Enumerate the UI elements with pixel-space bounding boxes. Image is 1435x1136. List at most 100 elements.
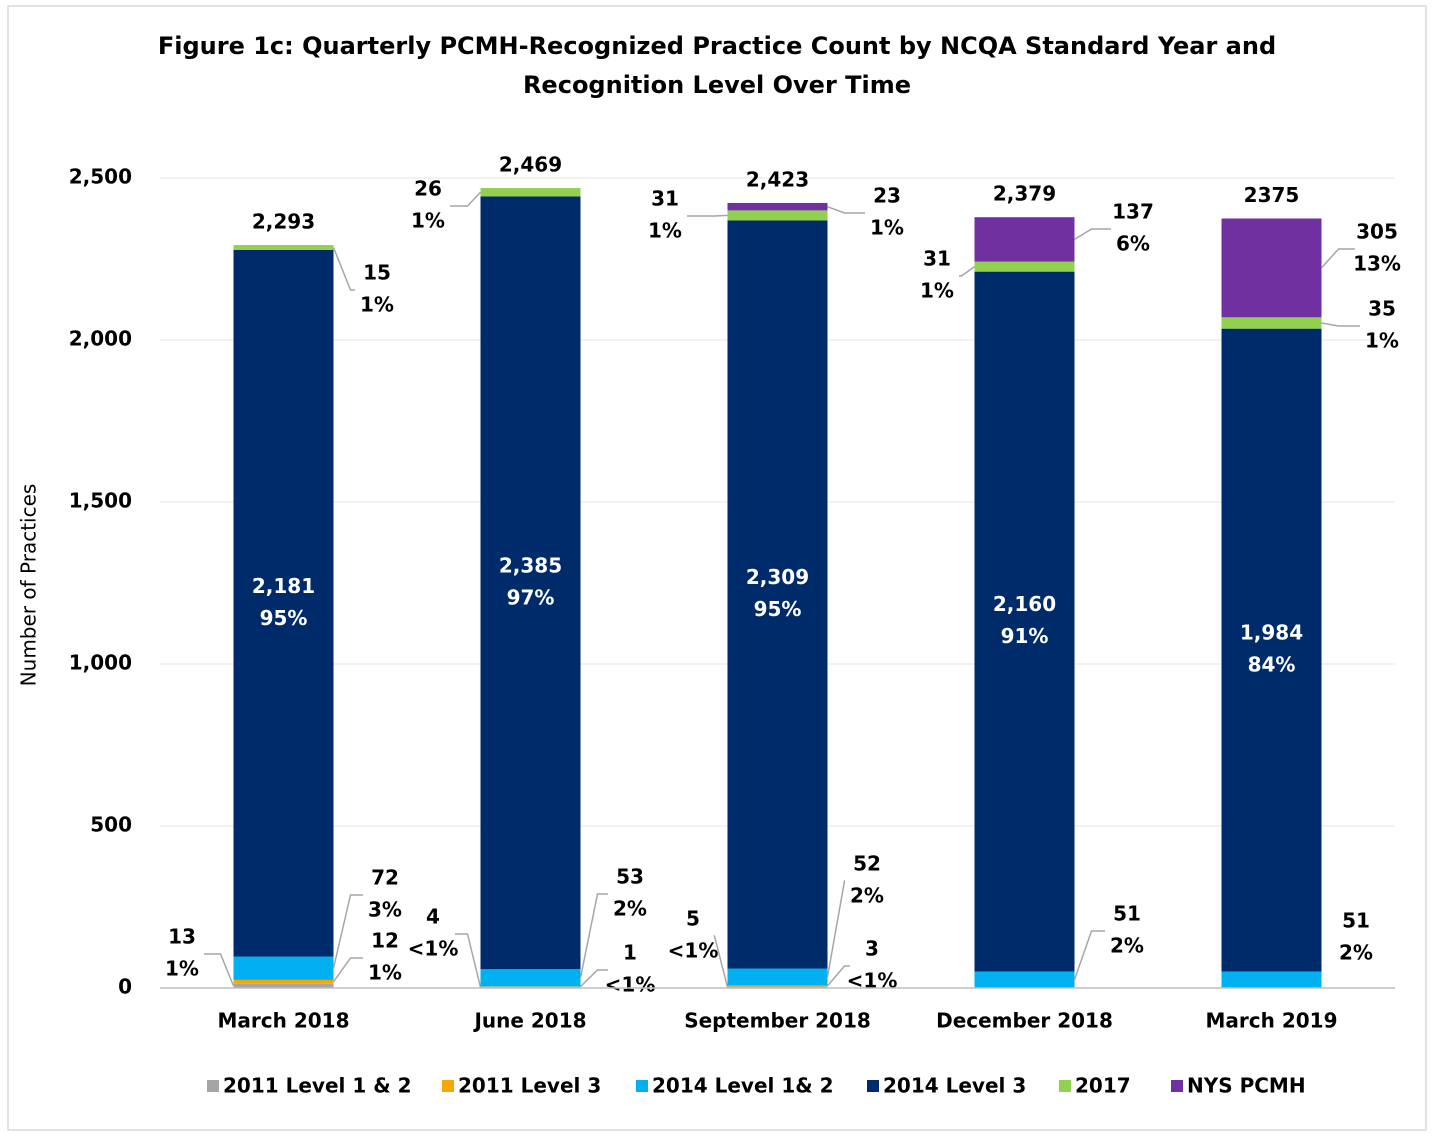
leader-line: [1320, 248, 1355, 269]
data-label: 1%: [368, 961, 402, 985]
y-axis-label: Number of Practices: [17, 484, 41, 687]
y-tick-label: 1,000: [69, 651, 132, 675]
bar-segment: [1221, 328, 1322, 972]
data-label: <1%: [605, 973, 656, 997]
data-label: 23: [873, 184, 901, 208]
bar-segment: [480, 969, 581, 987]
bar-segment: [727, 985, 828, 987]
bar-segment: [233, 249, 334, 957]
legend-label: 2014 Level 1& 2: [652, 1074, 834, 1098]
data-label: 2,181: [252, 574, 315, 598]
data-label: <1%: [847, 969, 898, 993]
data-label: 1%: [165, 957, 199, 981]
x-tick-label: June 2018: [472, 1009, 586, 1033]
bar-segment: [1221, 317, 1322, 329]
leader-line: [455, 933, 482, 988]
total-label: 2,423: [746, 167, 809, 191]
bar-segment: [727, 986, 828, 988]
legend-swatch: [1059, 1080, 1071, 1092]
total-label: 2375: [1244, 183, 1300, 207]
y-tick-label: 2,000: [69, 327, 132, 351]
bar-segment: [1221, 218, 1322, 318]
x-tick-label: March 2019: [1206, 1009, 1338, 1033]
x-tick-label: September 2018: [684, 1009, 871, 1033]
leader-line: [1073, 930, 1105, 980]
bar-segment: [974, 971, 1075, 988]
legend-label: 2017: [1075, 1074, 1131, 1098]
data-label: 6%: [1116, 232, 1150, 256]
data-label: 15: [363, 261, 391, 285]
data-label: 1%: [920, 279, 954, 303]
leader-line: [959, 266, 975, 277]
bar-segment: [480, 196, 581, 970]
data-label: 1: [623, 941, 637, 965]
bar-segment: [727, 220, 828, 969]
legend-swatch: [1171, 1080, 1183, 1092]
data-label: 305: [1356, 220, 1398, 244]
x-tick-label: December 2018: [936, 1009, 1113, 1033]
data-label: 13: [168, 925, 196, 949]
data-label: 2,385: [499, 553, 562, 577]
total-label: 2,469: [499, 153, 562, 177]
data-label: 53: [616, 865, 644, 889]
legend-label: 2011 Level 1 & 2: [223, 1074, 412, 1098]
leader-line: [827, 205, 865, 214]
data-label: 2,309: [746, 565, 809, 589]
leader-line: [687, 214, 728, 217]
data-label: 72: [371, 866, 399, 890]
bar-segment: [233, 245, 334, 250]
data-label: 97%: [507, 585, 555, 609]
bar-segment: [233, 983, 334, 988]
y-tick-label: 2,500: [69, 165, 132, 189]
data-label: 31: [651, 187, 679, 211]
bar-segment: [974, 261, 1075, 272]
data-label: 52: [853, 852, 881, 876]
leader-line: [332, 894, 363, 969]
data-label: 5: [686, 907, 700, 931]
bar-segment: [233, 979, 334, 984]
data-label: 1,984: [1240, 621, 1303, 645]
data-label: 12: [371, 929, 399, 953]
y-tick-label: 500: [90, 813, 132, 837]
legend-swatch: [867, 1080, 879, 1092]
data-label: 26: [414, 177, 442, 201]
data-label: 95%: [754, 597, 802, 621]
data-label: <1%: [408, 937, 459, 961]
data-label: 3%: [368, 898, 402, 922]
leader-line: [204, 953, 235, 987]
total-label: 2,293: [252, 210, 315, 234]
data-label: 137: [1112, 200, 1154, 224]
chart-title: Recognition Level Over Time: [523, 71, 911, 99]
leader-line: [713, 935, 729, 988]
legend-label: 2014 Level 3: [883, 1074, 1026, 1098]
leader-line: [579, 893, 608, 978]
data-label: 13%: [1353, 252, 1401, 276]
leader-line: [450, 191, 482, 207]
bar-segment: [727, 202, 828, 211]
data-label: 1%: [1365, 329, 1399, 353]
leader-line: [332, 247, 355, 291]
data-label: 2,160: [993, 592, 1056, 616]
data-label: 2%: [1110, 934, 1144, 958]
legend-label: 2011 Level 3: [458, 1074, 601, 1098]
legend-swatch: [207, 1080, 219, 1092]
data-label: 1%: [411, 209, 445, 233]
total-label: 2,379: [993, 182, 1056, 206]
x-tick-label: March 2018: [218, 1009, 350, 1033]
data-label: 95%: [260, 606, 308, 630]
leader-line: [579, 969, 608, 988]
bar-segment: [480, 188, 581, 197]
data-label: 2%: [1339, 941, 1373, 965]
bar-segment: [727, 210, 828, 221]
leader-line: [1321, 322, 1360, 327]
y-tick-label: 0: [118, 975, 132, 999]
data-label: 4: [426, 905, 440, 929]
data-label: 31: [923, 247, 951, 271]
bar-segment: [727, 968, 828, 986]
legend-swatch: [442, 1080, 454, 1092]
bar-segment: [974, 271, 1075, 972]
data-label: 35: [1368, 297, 1396, 321]
data-label: 51: [1113, 902, 1141, 926]
chart-title: Figure 1c: Quarterly PCMH-Recognized Pra…: [158, 32, 1276, 60]
data-label: 91%: [1001, 624, 1049, 648]
